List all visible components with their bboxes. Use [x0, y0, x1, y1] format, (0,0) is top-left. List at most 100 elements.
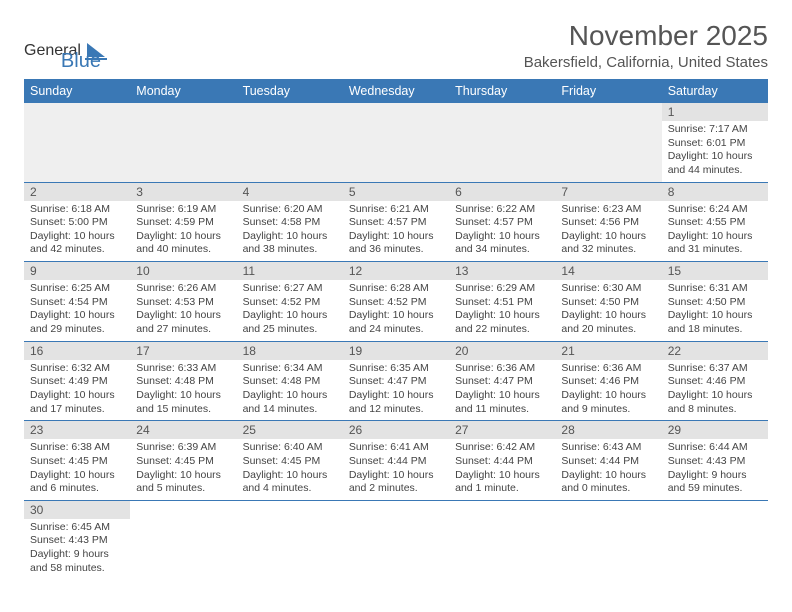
header: General Blue November 2025 Bakersfield, …: [24, 20, 768, 73]
day-details: Sunrise: 6:27 AMSunset: 4:52 PMDaylight:…: [237, 280, 343, 341]
calendar-cell: 6Sunrise: 6:22 AMSunset: 4:57 PMDaylight…: [449, 182, 555, 262]
calendar-cell: [555, 103, 661, 182]
sunset-line: Sunset: 4:49 PM: [30, 375, 124, 389]
sunset-line: Sunset: 4:45 PM: [30, 455, 124, 469]
title-block: November 2025 Bakersfield, California, U…: [524, 20, 768, 71]
calendar-row: 1Sunrise: 7:17 AMSunset: 6:01 PMDaylight…: [24, 103, 768, 182]
day-number: 12: [343, 262, 449, 280]
calendar-cell: 20Sunrise: 6:36 AMSunset: 4:47 PMDayligh…: [449, 341, 555, 421]
day-number: 2: [24, 183, 130, 201]
day-details: Sunrise: 6:32 AMSunset: 4:49 PMDaylight:…: [24, 360, 130, 421]
calendar-cell: 22Sunrise: 6:37 AMSunset: 4:46 PMDayligh…: [662, 341, 768, 421]
day-details: Sunrise: 6:18 AMSunset: 5:00 PMDaylight:…: [24, 201, 130, 262]
day-number: 15: [662, 262, 768, 280]
sunrise-line: Sunrise: 6:25 AM: [30, 282, 124, 296]
daylight-line: Daylight: 10 hours and 15 minutes.: [136, 389, 230, 416]
daylight-line: Daylight: 10 hours and 44 minutes.: [668, 150, 762, 177]
sunset-line: Sunset: 4:45 PM: [243, 455, 337, 469]
daylight-line: Daylight: 10 hours and 17 minutes.: [30, 389, 124, 416]
daylight-line: Daylight: 10 hours and 34 minutes.: [455, 230, 549, 257]
daylight-line: Daylight: 10 hours and 24 minutes.: [349, 309, 443, 336]
daylight-line: Daylight: 10 hours and 1 minute.: [455, 469, 549, 496]
weekday-header: Thursday: [449, 79, 555, 103]
sunset-line: Sunset: 4:43 PM: [30, 534, 124, 548]
sunset-line: Sunset: 6:01 PM: [668, 137, 762, 151]
day-number: 23: [24, 421, 130, 439]
calendar-cell: [343, 500, 449, 579]
weekday-header: Friday: [555, 79, 661, 103]
day-number: 20: [449, 342, 555, 360]
day-details: Sunrise: 6:19 AMSunset: 4:59 PMDaylight:…: [130, 201, 236, 262]
sunrise-line: Sunrise: 6:27 AM: [243, 282, 337, 296]
day-number: 10: [130, 262, 236, 280]
day-details: Sunrise: 6:35 AMSunset: 4:47 PMDaylight:…: [343, 360, 449, 421]
day-number: 25: [237, 421, 343, 439]
daylight-line: Daylight: 10 hours and 25 minutes.: [243, 309, 337, 336]
sunset-line: Sunset: 4:48 PM: [243, 375, 337, 389]
daylight-line: Daylight: 10 hours and 36 minutes.: [349, 230, 443, 257]
day-details: Sunrise: 6:22 AMSunset: 4:57 PMDaylight:…: [449, 201, 555, 262]
day-number: 9: [24, 262, 130, 280]
day-details: Sunrise: 6:29 AMSunset: 4:51 PMDaylight:…: [449, 280, 555, 341]
month-title: November 2025: [524, 20, 768, 52]
day-number: 24: [130, 421, 236, 439]
sunrise-line: Sunrise: 6:31 AM: [668, 282, 762, 296]
day-details: Sunrise: 6:20 AMSunset: 4:58 PMDaylight:…: [237, 201, 343, 262]
calendar-cell: 11Sunrise: 6:27 AMSunset: 4:52 PMDayligh…: [237, 262, 343, 342]
day-details: Sunrise: 6:36 AMSunset: 4:46 PMDaylight:…: [555, 360, 661, 421]
calendar-cell: 2Sunrise: 6:18 AMSunset: 5:00 PMDaylight…: [24, 182, 130, 262]
logo: General Blue: [24, 20, 101, 73]
sunrise-line: Sunrise: 6:29 AM: [455, 282, 549, 296]
sunset-line: Sunset: 4:47 PM: [455, 375, 549, 389]
day-number: 17: [130, 342, 236, 360]
calendar-cell: 23Sunrise: 6:38 AMSunset: 4:45 PMDayligh…: [24, 421, 130, 501]
sunset-line: Sunset: 4:46 PM: [668, 375, 762, 389]
day-number: 8: [662, 183, 768, 201]
calendar-cell: 25Sunrise: 6:40 AMSunset: 4:45 PMDayligh…: [237, 421, 343, 501]
day-details: Sunrise: 6:36 AMSunset: 4:47 PMDaylight:…: [449, 360, 555, 421]
calendar-table: Sunday Monday Tuesday Wednesday Thursday…: [24, 79, 768, 579]
calendar-cell: 29Sunrise: 6:44 AMSunset: 4:43 PMDayligh…: [662, 421, 768, 501]
sunrise-line: Sunrise: 6:19 AM: [136, 203, 230, 217]
calendar-cell: 27Sunrise: 6:42 AMSunset: 4:44 PMDayligh…: [449, 421, 555, 501]
daylight-line: Daylight: 10 hours and 8 minutes.: [668, 389, 762, 416]
sunset-line: Sunset: 5:00 PM: [30, 216, 124, 230]
sunrise-line: Sunrise: 6:22 AM: [455, 203, 549, 217]
sunset-line: Sunset: 4:56 PM: [561, 216, 655, 230]
calendar-cell: 10Sunrise: 6:26 AMSunset: 4:53 PMDayligh…: [130, 262, 236, 342]
calendar-cell: 7Sunrise: 6:23 AMSunset: 4:56 PMDaylight…: [555, 182, 661, 262]
sunrise-line: Sunrise: 6:45 AM: [30, 521, 124, 535]
day-details: Sunrise: 6:37 AMSunset: 4:46 PMDaylight:…: [662, 360, 768, 421]
sunset-line: Sunset: 4:43 PM: [668, 455, 762, 469]
sunset-line: Sunset: 4:59 PM: [136, 216, 230, 230]
day-number: 18: [237, 342, 343, 360]
calendar-cell: [130, 103, 236, 182]
calendar-cell: 1Sunrise: 7:17 AMSunset: 6:01 PMDaylight…: [662, 103, 768, 182]
day-number: 6: [449, 183, 555, 201]
day-details: Sunrise: 6:30 AMSunset: 4:50 PMDaylight:…: [555, 280, 661, 341]
day-number: 11: [237, 262, 343, 280]
sunset-line: Sunset: 4:57 PM: [349, 216, 443, 230]
sunset-line: Sunset: 4:44 PM: [349, 455, 443, 469]
sunrise-line: Sunrise: 6:44 AM: [668, 441, 762, 455]
sunrise-line: Sunrise: 6:26 AM: [136, 282, 230, 296]
weekday-header-row: Sunday Monday Tuesday Wednesday Thursday…: [24, 79, 768, 103]
daylight-line: Daylight: 10 hours and 14 minutes.: [243, 389, 337, 416]
weekday-header: Monday: [130, 79, 236, 103]
sunset-line: Sunset: 4:47 PM: [349, 375, 443, 389]
day-details: Sunrise: 6:34 AMSunset: 4:48 PMDaylight:…: [237, 360, 343, 421]
day-number: 7: [555, 183, 661, 201]
sunrise-line: Sunrise: 7:17 AM: [668, 123, 762, 137]
daylight-line: Daylight: 10 hours and 18 minutes.: [668, 309, 762, 336]
sunset-line: Sunset: 4:52 PM: [243, 296, 337, 310]
calendar-cell: 13Sunrise: 6:29 AMSunset: 4:51 PMDayligh…: [449, 262, 555, 342]
sunrise-line: Sunrise: 6:34 AM: [243, 362, 337, 376]
sunset-line: Sunset: 4:58 PM: [243, 216, 337, 230]
calendar-cell: 5Sunrise: 6:21 AMSunset: 4:57 PMDaylight…: [343, 182, 449, 262]
sunset-line: Sunset: 4:46 PM: [561, 375, 655, 389]
sunrise-line: Sunrise: 6:41 AM: [349, 441, 443, 455]
sunset-line: Sunset: 4:54 PM: [30, 296, 124, 310]
daylight-line: Daylight: 10 hours and 27 minutes.: [136, 309, 230, 336]
sunrise-line: Sunrise: 6:39 AM: [136, 441, 230, 455]
daylight-line: Daylight: 10 hours and 9 minutes.: [561, 389, 655, 416]
